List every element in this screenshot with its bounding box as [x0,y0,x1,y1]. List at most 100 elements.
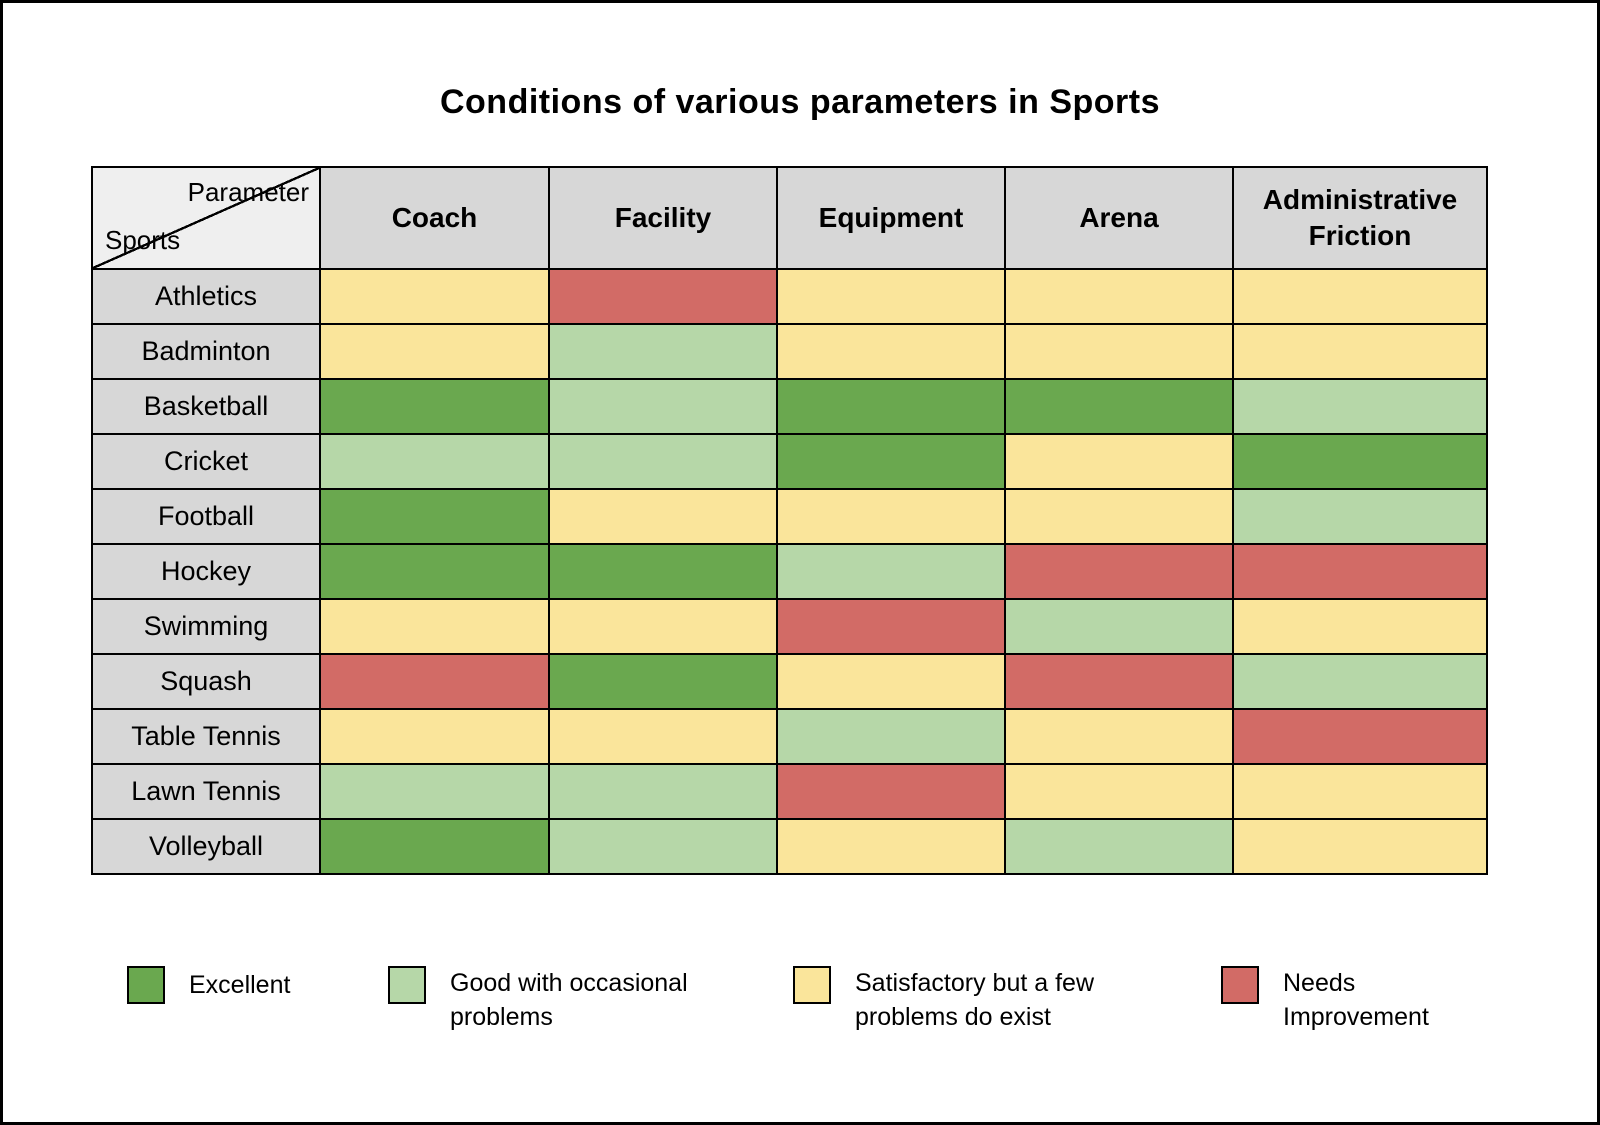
table-row-basketball: Basketball [91,378,1488,435]
rating-cell-lawn-tennis-arena [1004,763,1234,820]
rating-cell-squash-coach [319,653,550,710]
sport-label-swimming: Swimming [91,598,321,655]
rating-cell-cricket-administrative-friction [1232,433,1488,490]
rating-cell-volleyball-equipment [776,818,1006,875]
rating-cell-lawn-tennis-equipment [776,763,1006,820]
rating-cell-volleyball-facility [548,818,778,875]
page-title: Conditions of various parameters in Spor… [439,83,1160,121]
rating-cell-basketball-coach [319,378,550,435]
rating-cell-lawn-tennis-administrative-friction [1232,763,1488,820]
legend-label-needs_improvement: Needs Improvement [1283,969,1429,1031]
rating-cell-squash-arena [1004,653,1234,710]
column-header-arena: Arena [1004,166,1234,270]
table-row-football: Football [91,488,1488,545]
sport-label-cricket: Cricket [91,433,321,490]
legend-item-excellent: Excellent [127,966,290,1004]
rating-cell-athletics-facility [548,268,778,325]
sport-label-hockey: Hockey [91,543,321,600]
rating-cell-hockey-arena [1004,543,1234,600]
table-row-swimming: Swimming [91,598,1488,655]
column-header-administrative-friction: Administrative Friction [1232,166,1488,270]
legend-swatch-satisfactory [793,966,831,1004]
rating-cell-football-arena [1004,488,1234,545]
table-row-badminton: Badminton [91,323,1488,380]
legend-swatch-excellent [127,966,165,1004]
legend: Excellent Good with occasional problems Sa… [3,966,1597,1086]
legend-label-good: Good with occasional problems [450,969,688,1031]
sport-label-football: Football [91,488,321,545]
rating-cell-athletics-administrative-friction [1232,268,1488,325]
legend-item-satisfactory: Satisfactory but a few problems do exist [793,966,1145,1035]
rating-cell-lawn-tennis-facility [548,763,778,820]
rating-cell-cricket-coach [319,433,550,490]
rating-cell-swimming-equipment [776,598,1006,655]
rating-cell-table-tennis-arena [1004,708,1234,765]
rating-cell-lawn-tennis-coach [319,763,550,820]
rating-cell-swimming-facility [548,598,778,655]
header-row: Parameter Sports Coach Facility Equipment A… [91,166,1488,270]
table-row-lawn-tennis: Lawn Tennis [91,763,1488,820]
rating-cell-squash-facility [548,653,778,710]
table-body: Athletics Badminton Basketball Cricket Footb… [91,268,1488,875]
rating-cell-badminton-arena [1004,323,1234,380]
table-row-volleyball: Volleyball [91,818,1488,875]
rating-cell-hockey-administrative-friction [1232,543,1488,600]
rating-cell-football-coach [319,488,550,545]
rating-cell-athletics-coach [319,268,550,325]
rating-cell-badminton-equipment [776,323,1006,380]
rating-cell-swimming-coach [319,598,550,655]
diagonal-divider [93,168,319,268]
sport-label-squash: Squash [91,653,321,710]
legend-label-excellent: Excellent [189,970,291,999]
rating-cell-badminton-administrative-friction [1232,323,1488,380]
sport-label-badminton: Badminton [91,323,321,380]
column-header-facility: Facility [548,166,778,270]
legend-item-good: Good with occasional problems [388,966,730,1035]
legend-item-needs_improvement: Needs Improvement [1221,966,1463,1035]
rating-cell-football-administrative-friction [1232,488,1488,545]
table-row-cricket: Cricket [91,433,1488,490]
rating-cell-swimming-administrative-friction [1232,598,1488,655]
column-header-equipment: Equipment [776,166,1006,270]
rating-cell-cricket-equipment [776,433,1006,490]
corner-sports-label: Sports [105,225,181,256]
rating-cell-basketball-facility [548,378,778,435]
rating-cell-squash-equipment [776,653,1006,710]
table-row-athletics: Athletics [91,268,1488,325]
rating-cell-athletics-equipment [776,268,1006,325]
rating-cell-cricket-facility [548,433,778,490]
table-row-table-tennis: Table Tennis [91,708,1488,765]
rating-cell-badminton-facility [548,323,778,380]
legend-swatch-good [388,966,426,1004]
column-header-coach: Coach [319,166,550,270]
corner-cell: Parameter Sports [91,166,321,270]
rating-cell-basketball-equipment [776,378,1006,435]
rating-cell-badminton-coach [319,323,550,380]
rating-cell-swimming-arena [1004,598,1234,655]
conditions-table: Parameter Sports Coach Facility Equipment A… [91,166,1488,875]
rating-cell-basketball-arena [1004,378,1234,435]
sport-label-athletics: Athletics [91,268,321,325]
rating-cell-table-tennis-facility [548,708,778,765]
legend-label-satisfactory: Satisfactory but a few problems do exist [855,969,1095,1031]
rating-cell-basketball-administrative-friction [1232,378,1488,435]
sport-label-lawn-tennis: Lawn Tennis [91,763,321,820]
corner-parameter-label: Parameter [187,177,309,207]
table-row-squash: Squash [91,653,1488,710]
rating-cell-athletics-arena [1004,268,1234,325]
rating-cell-volleyball-administrative-friction [1232,818,1488,875]
rating-cell-football-facility [548,488,778,545]
rating-cell-hockey-facility [548,543,778,600]
table-row-hockey: Hockey [91,543,1488,600]
rating-cell-squash-administrative-friction [1232,653,1488,710]
rating-cell-football-equipment [776,488,1006,545]
rating-cell-volleyball-arena [1004,818,1234,875]
rating-cell-table-tennis-equipment [776,708,1006,765]
rating-cell-hockey-coach [319,543,550,600]
rating-cell-cricket-arena [1004,433,1234,490]
rating-cell-table-tennis-coach [319,708,550,765]
sport-label-table-tennis: Table Tennis [91,708,321,765]
legend-swatch-needs_improvement [1221,966,1259,1004]
sport-label-basketball: Basketball [91,378,321,435]
